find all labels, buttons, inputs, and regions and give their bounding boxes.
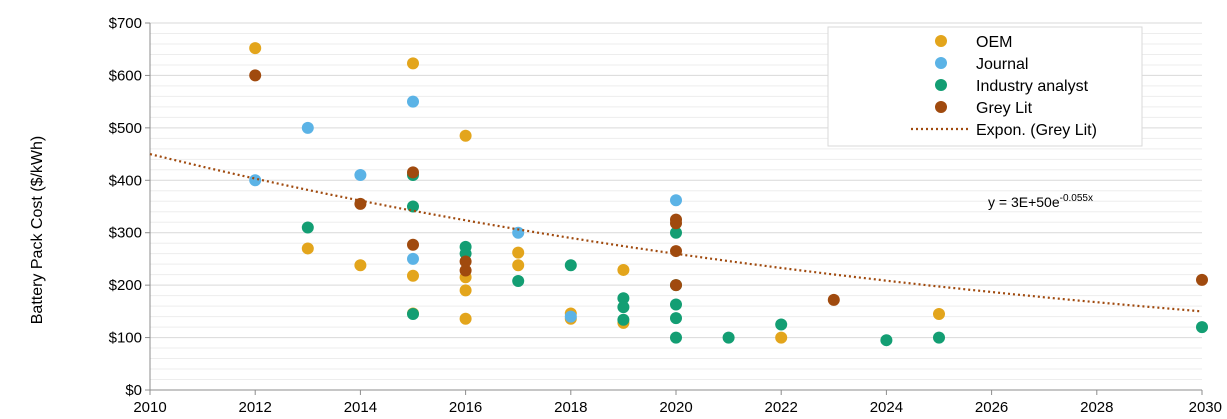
legend-item: OEM [935, 34, 1012, 51]
legend-label: Journal [976, 56, 1028, 73]
x-tick-label: 2026 [975, 399, 1008, 416]
y-axis-title: Battery Pack Cost ($/kWh) [29, 136, 46, 325]
data-point [301, 221, 314, 234]
y-tick-label: $700 [109, 15, 142, 32]
data-point [564, 310, 577, 323]
data-points [249, 42, 1208, 347]
legend-label: OEM [976, 34, 1012, 51]
y-tick-label: $0 [125, 382, 142, 399]
data-point [354, 197, 367, 210]
data-point [617, 313, 630, 326]
x-tick-label: 2024 [870, 399, 903, 416]
y-tick-label: $500 [109, 120, 142, 137]
data-point [459, 284, 472, 297]
equation-exponent: -0.055x [1060, 193, 1093, 204]
data-point [459, 264, 472, 277]
data-point [670, 312, 682, 325]
data-point [407, 57, 419, 70]
data-point [880, 334, 893, 347]
data-point [722, 331, 735, 344]
data-point [670, 245, 682, 258]
trendline-equation: y = 3E+50e-0.055x [988, 193, 1093, 210]
data-point [617, 263, 630, 276]
trendline-path [149, 153, 1203, 313]
data-point [301, 242, 314, 255]
data-point [459, 129, 472, 142]
data-point [512, 226, 525, 239]
x-tick-label: 2022 [765, 399, 798, 416]
x-tick-label: 2012 [239, 399, 272, 416]
data-point [775, 331, 788, 344]
data-point [512, 246, 525, 259]
x-tick-label: 2028 [1080, 399, 1113, 416]
legend: OEM Journal Industry analyst Grey Lit Expon.… [827, 26, 1143, 147]
data-point [512, 259, 525, 272]
data-point [407, 307, 419, 320]
data-point [407, 252, 419, 265]
data-point [564, 259, 577, 272]
data-point [670, 194, 682, 207]
data-point [407, 238, 419, 251]
x-tick-label: 2018 [554, 399, 587, 416]
y-tick-label: $400 [109, 172, 142, 189]
legend-item: Expon. (Grey Lit) [911, 122, 1097, 139]
data-point [775, 318, 788, 331]
data-point [933, 331, 945, 344]
data-point [670, 217, 682, 230]
x-tick-label: 2016 [449, 399, 482, 416]
data-point [407, 95, 419, 108]
data-point [512, 274, 525, 287]
x-tick-label: 2010 [133, 399, 166, 416]
legend-box [827, 26, 1143, 147]
y-tick-label: $200 [109, 277, 142, 294]
legend-item: Grey Lit [935, 100, 1033, 117]
svg-text:y = 3E+50e-0.055x: y = 3E+50e-0.055x [988, 193, 1093, 210]
data-point [827, 293, 840, 306]
series-journal [249, 95, 682, 323]
data-point [617, 292, 630, 305]
legend-marker [935, 101, 947, 113]
legend-marker [935, 35, 947, 47]
data-point [1196, 321, 1208, 334]
legend-item: Industry analyst [935, 78, 1089, 95]
data-point [249, 69, 262, 82]
data-point [301, 121, 314, 134]
data-point [407, 200, 419, 213]
data-point [670, 226, 682, 239]
data-point [354, 259, 367, 272]
x-tick-label: 2030 [1189, 399, 1222, 416]
data-point [1196, 273, 1208, 286]
data-point [617, 301, 630, 314]
data-point [459, 255, 472, 268]
y-axis-ticks: $0 $100 $200 $300 $400 $500 $600 $700 [109, 15, 150, 399]
legend-label: Industry analyst [976, 78, 1089, 95]
data-point [933, 307, 945, 320]
data-point [249, 42, 262, 55]
equation-prefix: y = 3E+50e [988, 194, 1060, 210]
x-tick-label: 2020 [659, 399, 692, 416]
legend-marker [935, 57, 947, 69]
data-point [249, 174, 262, 187]
data-point [407, 166, 419, 179]
y-tick-label: $600 [109, 67, 142, 84]
data-point [670, 279, 682, 292]
y-tick-label: $100 [109, 330, 142, 347]
legend-item: Journal [935, 56, 1028, 73]
x-axis-ticks: 2010 2012 2014 2016 2018 2020 2022 2024 2026 2028… [133, 390, 1222, 416]
data-point [670, 331, 682, 344]
data-point [354, 169, 367, 182]
legend-marker [935, 79, 947, 91]
legend-label: Expon. (Grey Lit) [976, 122, 1097, 139]
trendline [149, 153, 1203, 313]
data-point [407, 269, 419, 282]
x-tick-label: 2014 [344, 399, 377, 416]
data-point [459, 312, 472, 325]
series-grey-lit [249, 69, 1208, 306]
y-tick-label: $300 [109, 225, 142, 242]
legend-label: Grey Lit [976, 100, 1033, 117]
data-point [670, 298, 682, 311]
